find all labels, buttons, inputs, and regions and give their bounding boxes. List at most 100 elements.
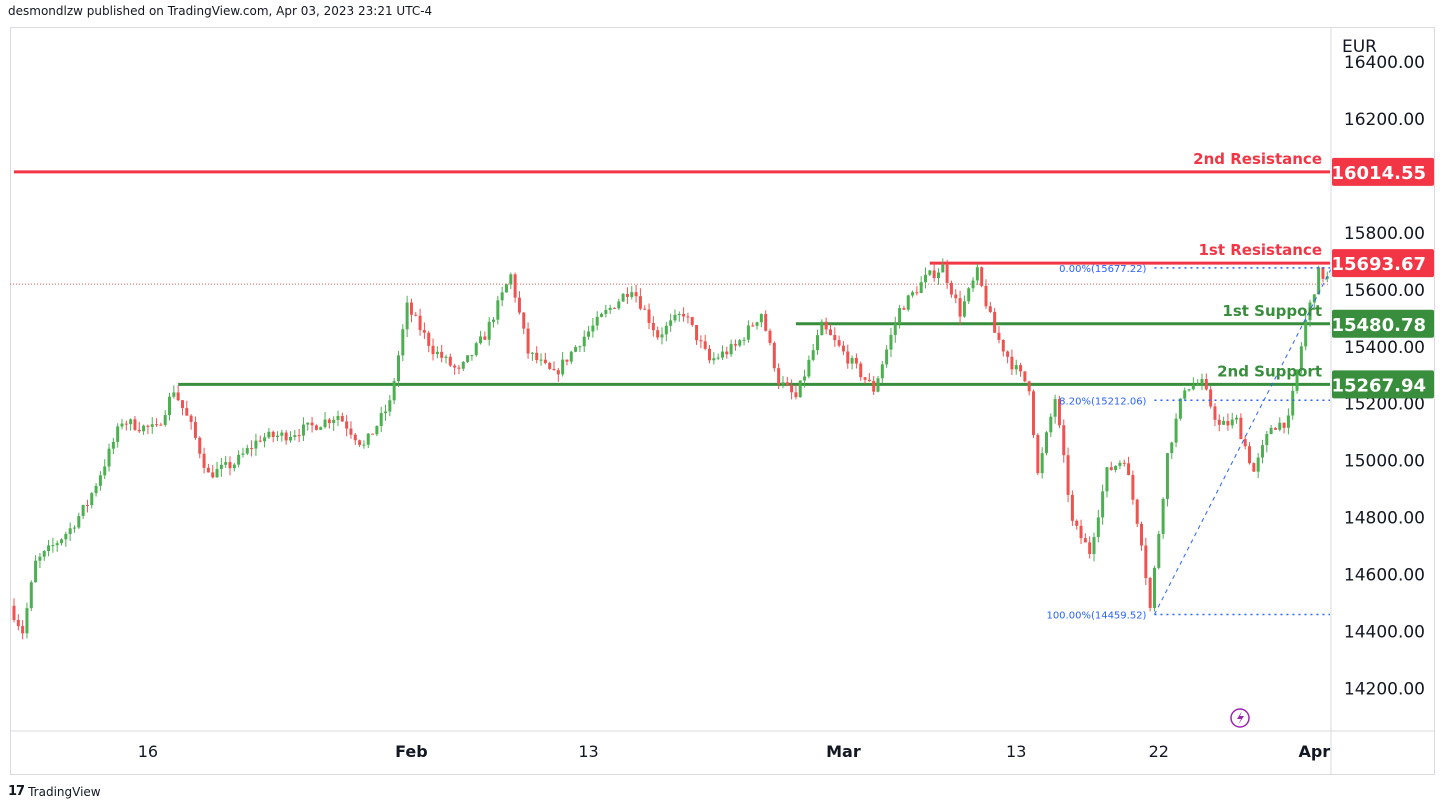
candle-body bbox=[1049, 416, 1053, 433]
candle-body bbox=[250, 448, 254, 450]
price-tick-label: 15200.00 bbox=[1344, 395, 1425, 415]
candle-body bbox=[168, 396, 172, 416]
candle-body bbox=[211, 472, 215, 478]
candle-body bbox=[1213, 406, 1217, 420]
candle-body bbox=[1152, 567, 1156, 608]
price-tick-label: 16400.00 bbox=[1344, 53, 1425, 73]
time-tick-label: 16 bbox=[138, 742, 158, 761]
candle-body bbox=[1235, 417, 1239, 420]
candle-body bbox=[1010, 356, 1014, 370]
candle-body bbox=[496, 300, 500, 320]
candle-body bbox=[746, 325, 750, 340]
candle-body bbox=[1230, 419, 1234, 426]
candle-body bbox=[241, 453, 245, 455]
candle-body bbox=[1092, 537, 1096, 555]
currency-label: EUR bbox=[1342, 37, 1377, 57]
candle-body bbox=[1243, 439, 1247, 447]
candle-body bbox=[798, 380, 802, 398]
candle-body bbox=[1032, 391, 1036, 436]
time-tick-label: 13 bbox=[578, 742, 598, 761]
candle-body bbox=[1127, 463, 1131, 475]
candle-body bbox=[409, 302, 413, 315]
candle-body bbox=[94, 485, 98, 494]
level-price-badge[interactable] bbox=[1332, 157, 1434, 186]
candle-body bbox=[565, 359, 569, 362]
candle-body bbox=[206, 467, 210, 473]
candle-body bbox=[224, 462, 228, 465]
candle-body bbox=[1239, 417, 1243, 440]
candle-body bbox=[16, 619, 20, 627]
candle-body bbox=[807, 359, 811, 377]
candle-body bbox=[457, 367, 461, 369]
candle-body bbox=[366, 433, 370, 445]
candle-body bbox=[556, 370, 560, 375]
candle-body bbox=[345, 421, 349, 429]
candle-body bbox=[656, 330, 660, 338]
candle-body bbox=[38, 556, 42, 561]
candle-body bbox=[608, 307, 612, 311]
candle-body bbox=[522, 312, 526, 329]
level-price-badge[interactable] bbox=[1332, 249, 1434, 278]
tradingview-footer[interactable]: 17 TradingView bbox=[8, 784, 101, 799]
candle-body bbox=[172, 392, 176, 397]
candle-body bbox=[1006, 351, 1010, 357]
candle-body bbox=[902, 308, 906, 310]
candle-body bbox=[492, 319, 496, 322]
time-tick-label: Apr bbox=[1298, 742, 1330, 761]
candle-body bbox=[254, 440, 258, 449]
candle-body bbox=[924, 274, 928, 283]
level-name-label: 2nd Resistance bbox=[1193, 150, 1322, 168]
candle-body bbox=[232, 464, 236, 469]
candle-body bbox=[107, 448, 111, 467]
candle-body bbox=[427, 332, 431, 346]
candle-body bbox=[1286, 415, 1290, 428]
candle-body bbox=[431, 345, 435, 355]
candle-body bbox=[77, 516, 81, 528]
candle-body bbox=[379, 413, 383, 427]
candle-body bbox=[582, 336, 586, 347]
candle-body bbox=[720, 351, 724, 358]
candle-body bbox=[479, 336, 483, 344]
candle-body bbox=[245, 448, 249, 454]
candle-body bbox=[150, 424, 154, 427]
candle-body bbox=[703, 341, 707, 349]
candle-body bbox=[517, 297, 521, 313]
candle-body bbox=[1066, 455, 1070, 495]
candle-body bbox=[1161, 498, 1165, 534]
chart-frame[interactable] bbox=[10, 27, 1435, 775]
candle-body bbox=[1023, 371, 1027, 382]
candle-body bbox=[1096, 517, 1100, 538]
candle-body bbox=[699, 340, 703, 342]
fib-trend-line bbox=[1154, 267, 1333, 615]
candle-body bbox=[1226, 421, 1230, 426]
candle-body bbox=[638, 296, 642, 309]
candle-body bbox=[712, 358, 716, 361]
candle-body bbox=[625, 293, 629, 297]
candle-body bbox=[669, 320, 673, 326]
candle-body bbox=[1252, 463, 1256, 472]
level-price-badge[interactable] bbox=[1332, 309, 1434, 338]
candle-body bbox=[98, 475, 102, 486]
candle-body bbox=[1248, 446, 1252, 464]
candle-body bbox=[1273, 427, 1277, 430]
candle-body bbox=[1122, 462, 1126, 464]
candle-body bbox=[1178, 398, 1182, 419]
candle-body bbox=[155, 424, 159, 426]
candle-body bbox=[504, 284, 508, 293]
candle-body bbox=[988, 306, 992, 312]
candle-body bbox=[600, 313, 604, 317]
candle-body bbox=[612, 307, 616, 309]
candle-body bbox=[561, 359, 565, 375]
lightning-event-icon[interactable] bbox=[1230, 708, 1250, 728]
candle-body bbox=[949, 282, 953, 295]
candle-body bbox=[29, 582, 33, 609]
candle-body bbox=[21, 626, 25, 634]
candle-body bbox=[51, 545, 55, 547]
candle-body bbox=[513, 274, 517, 298]
candle-body bbox=[1040, 453, 1044, 474]
level-price-badge[interactable] bbox=[1332, 370, 1434, 399]
candle-body bbox=[1187, 389, 1191, 391]
candle-body bbox=[893, 323, 897, 335]
candle-body bbox=[725, 351, 729, 355]
